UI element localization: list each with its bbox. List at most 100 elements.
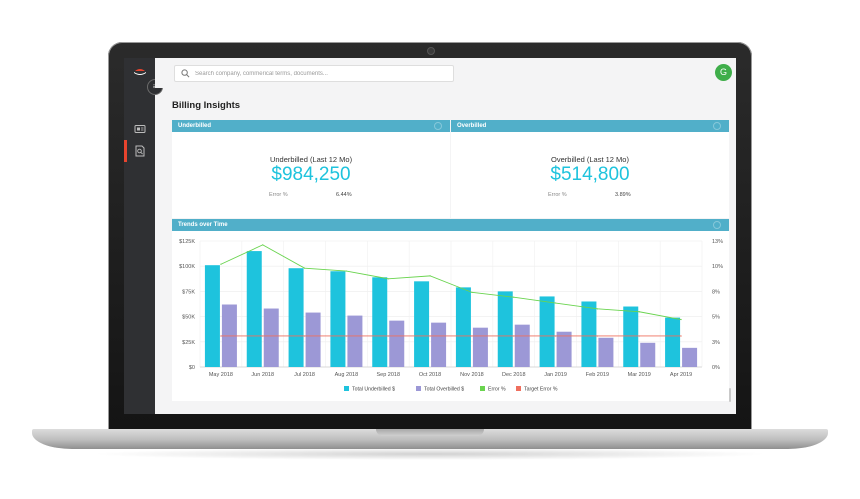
legend-label: Total Underbilled $	[352, 387, 395, 393]
laptop-shadow	[90, 448, 770, 460]
y-right-tick-label: 5%	[712, 315, 720, 321]
bar-total-overbilled	[598, 337, 614, 367]
x-tick-label: Jul 2018	[294, 372, 315, 378]
bar-total-underbilled	[330, 271, 346, 367]
bar-total-underbilled	[497, 291, 513, 367]
overbilled-error-value: 3.89%	[615, 192, 631, 198]
underbilled-error-value: 6.44%	[336, 192, 352, 198]
underbilled-kpi-value: $984,250	[271, 164, 351, 185]
search-box[interactable]	[174, 65, 454, 82]
laptop-notch	[376, 429, 484, 436]
document-search-icon[interactable]	[134, 145, 146, 157]
x-tick-label: Jun 2018	[251, 372, 274, 378]
overbilled-header-label: Overbilled	[457, 123, 487, 129]
info-icon[interactable]	[713, 122, 721, 130]
y-left-tick-label: $25K	[182, 340, 195, 346]
y-left-tick-label: $125K	[179, 239, 195, 245]
legend-swatch	[344, 386, 349, 391]
bar-total-overbilled	[472, 327, 488, 367]
y-left-tick-label: $100K	[179, 264, 195, 270]
underbilled-card: Underbilled Underbilled (Last 12 Mo) $98…	[172, 120, 450, 218]
top-bar: G	[155, 58, 736, 88]
point-target-error-pct	[638, 335, 640, 337]
point-error-pct	[554, 302, 557, 304]
y-left-tick-label: $50K	[182, 315, 195, 321]
legend-label: Error %	[488, 387, 506, 393]
search-input[interactable]	[195, 66, 445, 81]
point-target-error-pct	[303, 335, 306, 337]
point-target-error-pct	[471, 335, 473, 337]
bar-total-underbilled	[372, 277, 388, 367]
point-error-pct	[471, 291, 473, 293]
y-right-tick-label: 13%	[712, 239, 723, 245]
legend-swatch	[416, 386, 421, 391]
app-screen: ≡ G Billing Insights Underbilled Underbi…	[124, 58, 736, 414]
x-tick-label: Sep 2018	[376, 372, 400, 378]
x-tick-label: Feb 2019	[586, 372, 609, 378]
bar-total-overbilled	[431, 322, 447, 367]
bar-total-underbilled	[623, 306, 639, 367]
avatar[interactable]: G	[715, 64, 732, 81]
underbilled-card-header: Underbilled	[172, 120, 450, 132]
overbilled-kpi-label: Overbilled (Last 12 Mo)	[551, 155, 629, 164]
y-right-tick-label: 8%	[712, 289, 720, 295]
info-icon[interactable]	[434, 122, 442, 130]
line-error-pct	[220, 244, 682, 320]
bar-total-overbilled	[640, 342, 656, 367]
bar-total-underbilled	[581, 301, 597, 367]
point-target-error-pct	[680, 335, 682, 337]
scrollbar[interactable]	[729, 388, 731, 402]
point-error-pct	[303, 267, 306, 269]
point-target-error-pct	[429, 335, 431, 337]
bar-total-overbilled	[389, 320, 405, 367]
trends-card: Trends over Time $0 $25K $50K $75K $100K $125…	[172, 219, 729, 401]
point-error-pct	[262, 244, 264, 246]
point-error-pct	[513, 296, 515, 298]
bar-total-underbilled	[204, 265, 220, 367]
y-left-tick-label: $75K	[182, 289, 195, 295]
legend-label: Target Error %	[524, 387, 558, 393]
point-error-pct	[220, 263, 222, 265]
bar-total-underbilled	[539, 296, 555, 367]
y-right-tick-label: 3%	[712, 340, 720, 346]
bar-total-underbilled	[288, 268, 304, 367]
y-right-tick-label: 0%	[712, 365, 720, 371]
overbilled-card-header: Overbilled	[451, 120, 729, 132]
bar-total-overbilled	[305, 312, 321, 367]
underbilled-kpi-label: Underbilled (Last 12 Mo)	[269, 155, 353, 164]
legend-label: Total Overbilled $	[424, 387, 464, 393]
bar-total-overbilled	[263, 308, 279, 367]
x-tick-label: Mar 2019	[628, 372, 651, 378]
x-tick-label: Nov 2018	[460, 372, 484, 378]
bar-total-underbilled	[414, 281, 430, 367]
point-target-error-pct	[220, 335, 222, 337]
x-tick-label: Oct 2018	[419, 372, 441, 378]
legend-swatch	[516, 386, 521, 391]
page-title: Billing Insights	[172, 100, 241, 111]
underbilled-header-label: Underbilled	[178, 123, 212, 129]
card-icon[interactable]	[134, 123, 146, 135]
point-error-pct	[680, 318, 682, 321]
point-target-error-pct	[262, 335, 264, 337]
x-tick-label: Jan 2019	[544, 372, 567, 378]
search-icon	[181, 69, 190, 78]
point-target-error-pct	[554, 335, 557, 337]
x-tick-label: Apr 2019	[670, 372, 692, 378]
bar-total-underbilled	[455, 287, 471, 367]
overbilled-card: Overbilled Overbilled (Last 12 Mo) $514,…	[451, 120, 729, 218]
info-icon[interactable]	[713, 221, 721, 229]
point-error-pct	[345, 270, 348, 272]
bar-total-underbilled	[665, 317, 681, 367]
trends-chart: $0 $25K $50K $75K $100K $125K 0% 3% 5% 8% 10% 13% Ma…	[179, 239, 723, 393]
hat-logo-icon[interactable]	[134, 67, 146, 75]
point-error-pct	[638, 311, 640, 313]
point-error-pct	[387, 278, 389, 280]
trends-card-header: Trends over Time	[172, 219, 729, 231]
bar-total-underbilled	[246, 251, 262, 367]
bar-total-overbilled	[514, 324, 530, 367]
overbilled-error-label: Error %	[548, 192, 567, 198]
point-error-pct	[429, 275, 431, 277]
point-target-error-pct	[387, 335, 389, 337]
webcam-icon	[427, 47, 435, 55]
bar-total-overbilled	[347, 315, 363, 367]
